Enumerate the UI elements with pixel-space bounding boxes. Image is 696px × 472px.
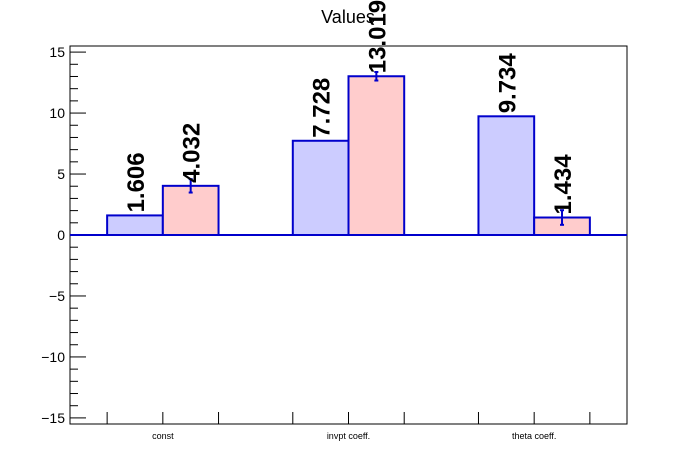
bar-value-label: 4.032: [179, 123, 206, 183]
x-category-label: const: [152, 431, 174, 441]
y-tick-label: 0: [57, 227, 65, 243]
bar-value-label: 13.019: [364, 0, 391, 73]
bar-value-label: 1.434: [550, 154, 577, 215]
y-tick-label: −15: [41, 410, 65, 426]
chart-title: Values: [321, 7, 375, 27]
y-tick-label: 10: [49, 105, 65, 121]
bar: [347, 75, 406, 236]
bar: [477, 115, 536, 236]
y-tick-label: 5: [57, 166, 65, 182]
bars: [106, 75, 591, 237]
bar: [106, 214, 164, 236]
bar-value-label: 9.734: [494, 53, 521, 114]
data-labels: 1.606 4.032 7.728 13.019 9.734 1.434: [123, 0, 577, 215]
error-bars: [188, 70, 565, 226]
x-category-label: invpt coeff.: [327, 431, 370, 441]
y-tick-label: 15: [49, 44, 65, 60]
y-tick-label: −10: [41, 349, 65, 365]
bar: [291, 139, 350, 237]
x-category-label: theta coeff.: [512, 431, 556, 441]
bar-value-label: 7.728: [309, 78, 336, 138]
x-axis: const invpt coeff. theta coeff.: [106, 412, 591, 441]
bar: [161, 184, 220, 237]
bar-value-label: 1.606: [123, 152, 150, 212]
y-tick-label: −5: [49, 288, 65, 304]
